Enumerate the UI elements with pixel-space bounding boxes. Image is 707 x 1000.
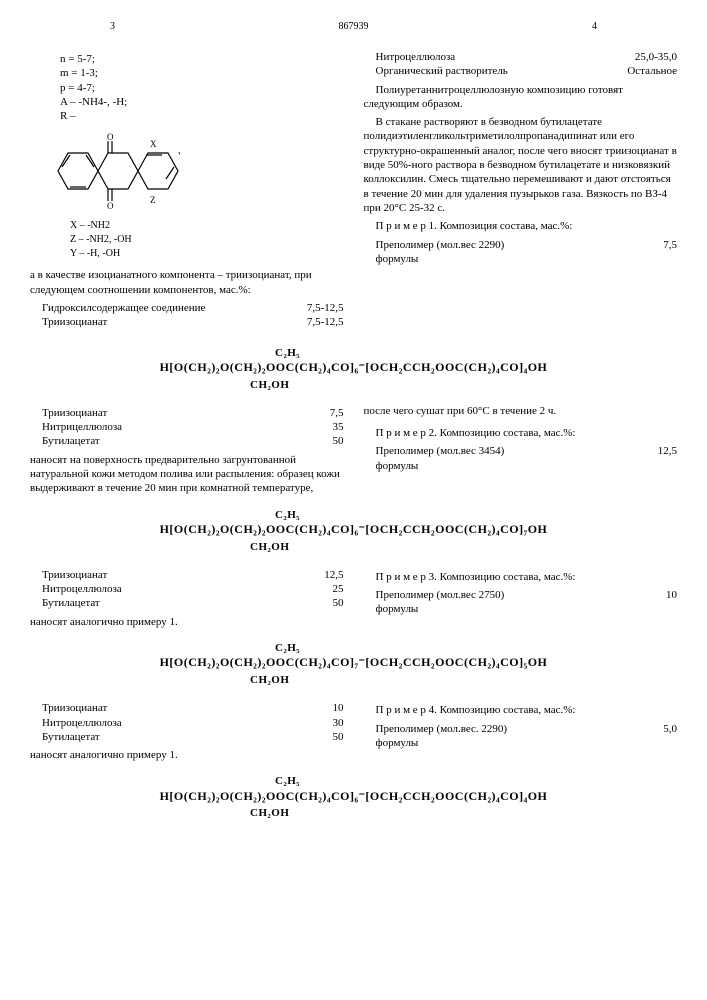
block2-left-p: наносят на поверхность предварительно за… [30, 453, 344, 496]
left-intro: а в качестве изоцианатного компонента – … [30, 268, 344, 297]
where-m: m = 1-3; [30, 66, 344, 80]
page-header: 3 867939 4 [30, 20, 677, 33]
where-n: n = 5-7; [30, 52, 344, 66]
formula-1: C₂H₅ H[O(CH₂)₂O(CH₂)₂OOC(CH₂)₄CO]₆⁻[OCH₂… [30, 346, 677, 392]
right-p1: Полиуретаннитроцеллюлозную композицию го… [364, 83, 678, 112]
svg-text:O: O [107, 132, 114, 142]
where-A: A – -NH4-, -H; [30, 95, 344, 109]
where-list: n = 5-7; m = 1-3; p = 4-7; A – -NH4-, -H… [30, 52, 344, 123]
page-num-left: 3 [110, 20, 115, 33]
where-p: p = 4-7; [30, 81, 344, 95]
comp-table-right-top: Нитроцеллюлоза25,0-35,0 Органический рас… [364, 50, 678, 79]
example-3-title: П р и м е р 3. Композицию состава, мас.%… [364, 570, 678, 584]
page-num-right: 4 [592, 20, 597, 33]
formula-3: C₂H₅ H[O(CH₂)₂O(CH₂)₂OOC(CH₂)₄CO]₇⁻[OCH₂… [30, 641, 677, 687]
example-1-title: П р и м е р 1. Композиция состава, мас.%… [364, 219, 678, 233]
substituent-list: X – -NH2 Z – -NH2, -OH Y – -H, -OH [70, 219, 344, 260]
block2-right-p1: после чего сушат при 60°С в течение 2 ч. [364, 404, 678, 418]
formula-2: C₂H₅ H[O(CH₂)₂O(CH₂)₂OOC(CH₂)₄CO]₆⁻[OCH₂… [30, 508, 677, 554]
formula-4: C₂H₅ H[O(CH₂)₂O(CH₂)₂OOC(CH₂)₄CO]₆⁻[OCH₂… [30, 774, 677, 820]
svg-text:X: X [150, 139, 157, 149]
comp-table-1: Гидроксилсодержащее соединение7,5-12,5 Т… [30, 301, 344, 330]
right-p2: В стакане растворяют в безводном бутилац… [364, 115, 678, 215]
where-R: R – [30, 109, 344, 123]
anthraquinone-structure: O O X Y Z [50, 131, 344, 211]
block3-left-p: наносят аналогично примеру 1. [30, 615, 344, 629]
subst-Y: Y – -H, -OH [70, 247, 344, 260]
comp-table-2: Триизоцианат7,5 Нитрицеллюлоза35 Бутилац… [30, 406, 344, 449]
svg-text:O: O [107, 201, 114, 211]
svg-text:Y: Y [178, 151, 180, 161]
subst-Z: Z – -NH2, -OH [70, 233, 344, 246]
doc-number: 867939 [339, 20, 369, 33]
comp-table-4: Триизоцианат10 Нитроцеллюлоза30 Бутилаце… [30, 701, 344, 744]
block4-left-p: наносят аналогично примеру 1. [30, 748, 344, 762]
subst-X: X – -NH2 [70, 219, 344, 232]
example-2-title: П р и м е р 2. Композицию состава, мас.%… [364, 426, 678, 440]
comp-table-3: Триизоцианат12,5 Нитроцеллюлоза25 Бутила… [30, 568, 344, 611]
example-4-title: П р и м е р 4. Композицию состава, мас.%… [364, 703, 678, 717]
svg-text:Z: Z [150, 195, 156, 205]
